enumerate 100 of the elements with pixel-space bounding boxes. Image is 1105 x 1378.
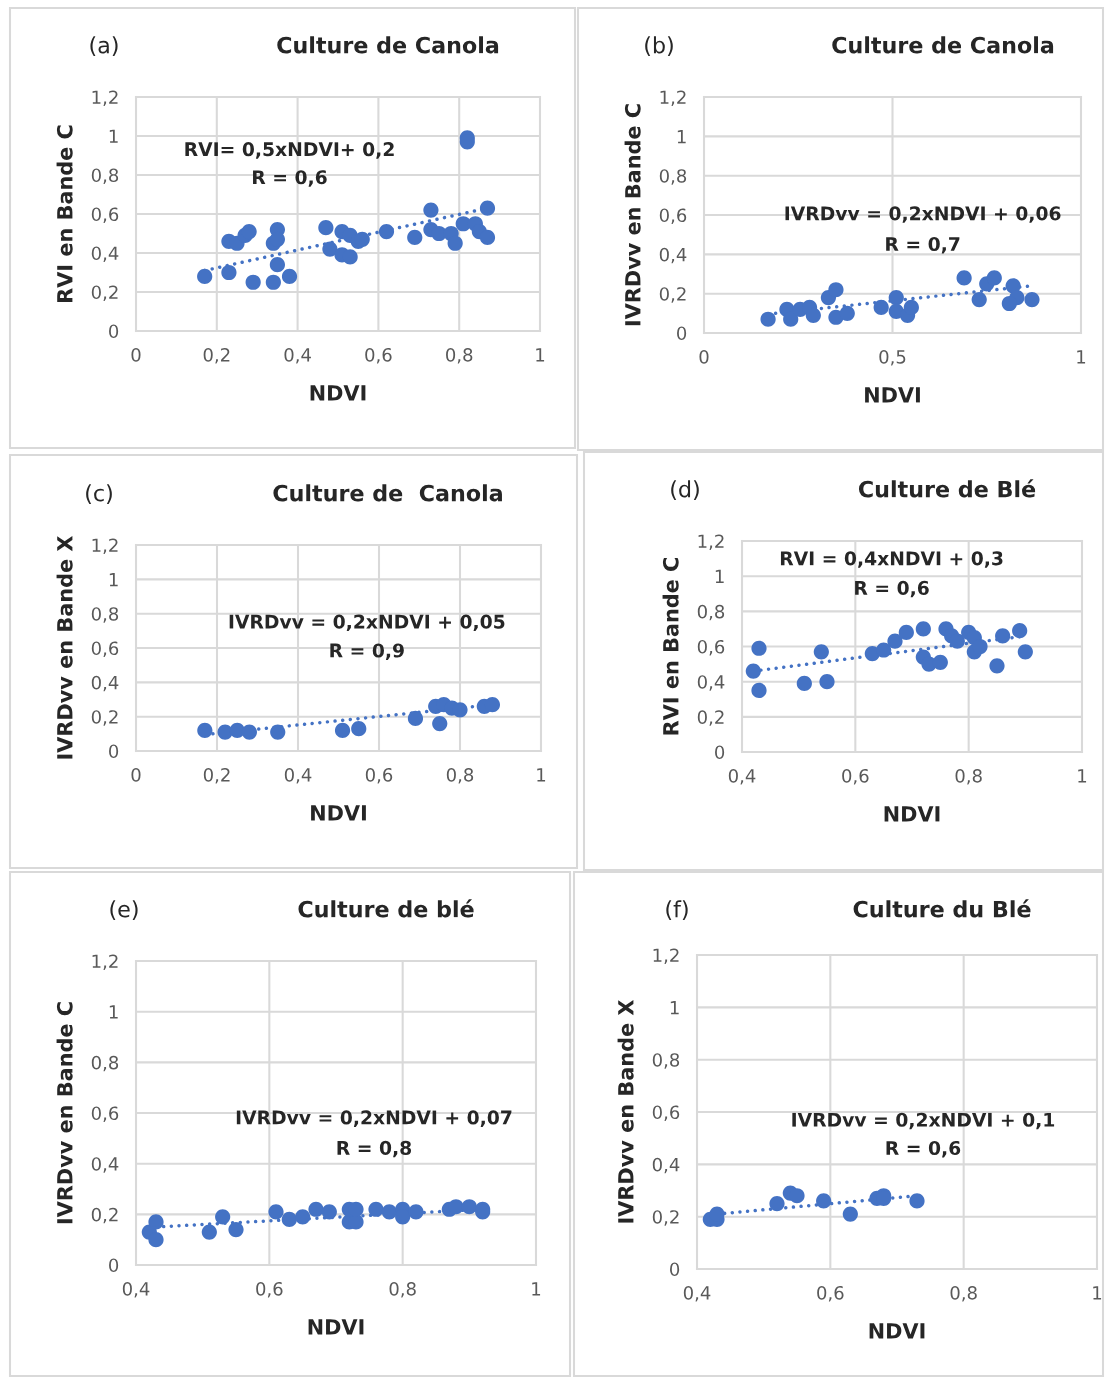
x-tick-label: 0,4 (284, 347, 311, 364)
x-axis-title: NDVI (311, 805, 366, 821)
x-tick-label: 0,2 (203, 347, 230, 364)
annotation: R = 0,9 (330, 643, 404, 660)
annotation: RVI= 0,5xNDVI+ 0,2 (185, 142, 394, 159)
point (909, 1193, 925, 1209)
point (956, 270, 972, 286)
point (447, 235, 463, 251)
text: (f) (666, 900, 688, 921)
y-tick-label: 0 (109, 1258, 119, 1273)
text: (b) (645, 36, 673, 57)
y-tick-label: 0,4 (91, 1157, 119, 1173)
x-tick-label: 0,6 (365, 347, 392, 364)
point (197, 722, 213, 739)
x-tick-label: 0 (131, 347, 141, 362)
y-tick-label: 1 (677, 130, 686, 144)
point (201, 1224, 217, 1240)
x-axis-title: NDVI (308, 1319, 364, 1335)
y-tick-label: 0,8 (91, 1055, 119, 1072)
x-tick-label: 0,6 (817, 1285, 844, 1302)
y-axis-title: IVRDvv en Bande X (617, 999, 634, 1223)
y-tick-label: 0,4 (659, 247, 687, 264)
point (751, 640, 767, 656)
x-axis-title: NDVI (869, 1323, 925, 1339)
x-tick-label: 1 (1077, 350, 1086, 364)
point (318, 220, 334, 236)
point (986, 270, 1002, 286)
point (221, 264, 237, 281)
y-tick-label: 0,2 (697, 710, 724, 726)
point (269, 257, 286, 273)
point (989, 658, 1005, 674)
x-tick-label: 0,5 (879, 349, 906, 366)
point (215, 1209, 231, 1225)
point (932, 654, 948, 670)
y-axis-title: IVRDvv en Bande C (56, 1002, 73, 1224)
y-tick-label: 0,8 (652, 1053, 680, 1069)
x-tick-label: 1 (1093, 1286, 1102, 1300)
y-tick-label: 1 (109, 573, 118, 587)
y-tick-label: 1,2 (92, 538, 118, 554)
x-axis-title: NDVI (310, 385, 366, 401)
y-tick-label: 1 (670, 1001, 679, 1015)
x-tick-label: 0,8 (950, 1285, 977, 1302)
point (479, 229, 496, 246)
point (308, 1201, 324, 1217)
annotation: R = 0,8 (337, 1140, 412, 1158)
y-tick-label: 0,6 (91, 207, 119, 223)
annotation: R = 0,7 (886, 236, 960, 254)
x-tick-label: 0,4 (728, 768, 756, 785)
point (745, 663, 761, 679)
x-tick-label: 0,8 (446, 767, 474, 784)
chart-title: Culture de Blé (858, 479, 1036, 498)
x-tick-label: 0,8 (955, 768, 982, 785)
point (873, 299, 889, 316)
y-tick-label: 0,8 (697, 604, 725, 621)
x-tick-label: 0,2 (203, 767, 230, 784)
y-tick-label: 1,2 (653, 948, 679, 964)
point (241, 724, 258, 740)
point (381, 1204, 397, 1220)
point (408, 1204, 424, 1220)
y-tick-label: 1,2 (660, 90, 686, 106)
x-tick-label: 1 (1078, 769, 1087, 783)
y-tick-label: 0 (109, 744, 119, 759)
point (351, 721, 367, 737)
point (995, 628, 1011, 644)
point (479, 200, 496, 216)
point (342, 249, 358, 265)
point (281, 1211, 297, 1228)
y-tick-label: 0 (715, 745, 725, 760)
annotation: IVRDvv = 0,2xNDVI + 0,07 (236, 1110, 512, 1127)
chart-title: Culture de blé (298, 899, 474, 918)
annotation: R = 0,6 (253, 170, 327, 187)
x-tick-label: 1 (537, 768, 546, 782)
point (898, 624, 914, 641)
y-axis-title: IVRDvv en Bande C (624, 104, 641, 326)
y-tick-label: 1,2 (92, 954, 118, 970)
point (452, 702, 468, 718)
point (423, 202, 439, 218)
x-axis-title: NDVI (865, 387, 920, 403)
point (322, 241, 338, 257)
point (971, 291, 987, 308)
point (378, 223, 395, 240)
y-tick-label: 0 (109, 324, 119, 339)
x-tick-label: 0,6 (365, 767, 393, 784)
text: (c) (86, 484, 112, 505)
point (760, 311, 776, 327)
point (839, 305, 855, 321)
x-tick-label: 0,6 (842, 768, 869, 785)
y-tick-label: 0,4 (91, 675, 119, 692)
text: (a) (90, 36, 118, 57)
point (1017, 644, 1033, 660)
y-tick-label: 1 (109, 1005, 118, 1019)
point (816, 1193, 832, 1209)
y-axis-title: RVI en Bande C (662, 557, 679, 735)
point (887, 633, 903, 649)
y-tick-label: 0,8 (659, 169, 687, 185)
y-tick-label: 0,4 (697, 675, 725, 691)
point (368, 1201, 384, 1217)
x-tick-label: 0,8 (446, 347, 473, 364)
y-tick-label: 1 (109, 129, 118, 143)
x-tick-label: 1 (532, 1282, 541, 1296)
